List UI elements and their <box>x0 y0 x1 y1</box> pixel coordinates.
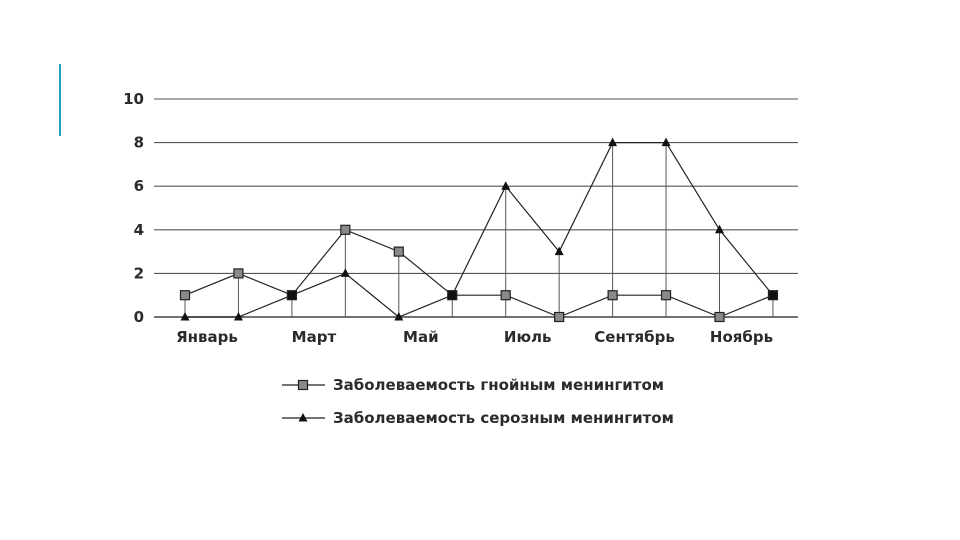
data-point-serous <box>287 290 297 299</box>
y-tick-label: 10 <box>123 90 144 108</box>
data-point-purulent <box>554 311 565 323</box>
chart-markers <box>179 137 779 323</box>
slide-accent-bar <box>59 64 61 136</box>
data-point-purulent <box>500 290 511 301</box>
data-point-serous <box>447 290 457 299</box>
series-line-1 <box>185 142 774 318</box>
legend-label-1: Заболеваемость серозным менингитом <box>333 409 674 427</box>
y-tick-label: 6 <box>134 177 144 195</box>
data-point-purulent <box>607 290 618 301</box>
x-tick-label: Май <box>403 328 439 346</box>
data-point-serous <box>340 268 350 277</box>
x-tick-label: Ноябрь <box>710 328 773 346</box>
chart-gridlines <box>154 98 798 318</box>
y-tick-label: 4 <box>134 221 144 239</box>
x-tick-label: Март <box>292 328 337 346</box>
x-axis-tick-labels: Январь Март Май Июль Сентябрь Ноябрь <box>176 328 773 346</box>
data-point-serous <box>768 290 778 299</box>
data-point-serous <box>715 224 724 234</box>
y-tick-label: 8 <box>134 134 144 152</box>
data-point-serous <box>661 137 671 147</box>
data-point-purulent <box>233 268 244 279</box>
y-tick-label: 0 <box>134 308 144 326</box>
legend-label-0: Заболеваемость гнойным менингитом <box>333 376 664 394</box>
data-point-purulent <box>393 246 404 257</box>
data-point-purulent <box>660 290 672 301</box>
data-point-purulent <box>340 224 351 235</box>
x-tick-label: Январь <box>176 328 238 346</box>
data-point-serous <box>501 181 511 190</box>
data-point-serous <box>180 312 190 321</box>
data-point-serous <box>233 312 243 321</box>
data-point-serous <box>608 137 618 147</box>
data-point-serous <box>554 246 564 256</box>
chart-series-lines <box>184 142 774 318</box>
x-tick-label: Июль <box>504 328 552 346</box>
data-point-purulent <box>714 311 725 323</box>
chart-legend: Заболеваемость гнойным менингитом Заболев… <box>282 376 674 427</box>
y-tick-label: 2 <box>134 264 144 282</box>
legend-marker-1 <box>298 413 308 422</box>
x-tick-label: Сентябрь <box>594 328 675 346</box>
data-point-purulent <box>179 290 191 301</box>
series-line-0 <box>184 229 774 318</box>
legend-marker-0 <box>297 379 309 391</box>
data-point-serous <box>394 312 404 321</box>
y-axis-tick-labels: 0 2 4 6 8 10 <box>123 90 144 326</box>
